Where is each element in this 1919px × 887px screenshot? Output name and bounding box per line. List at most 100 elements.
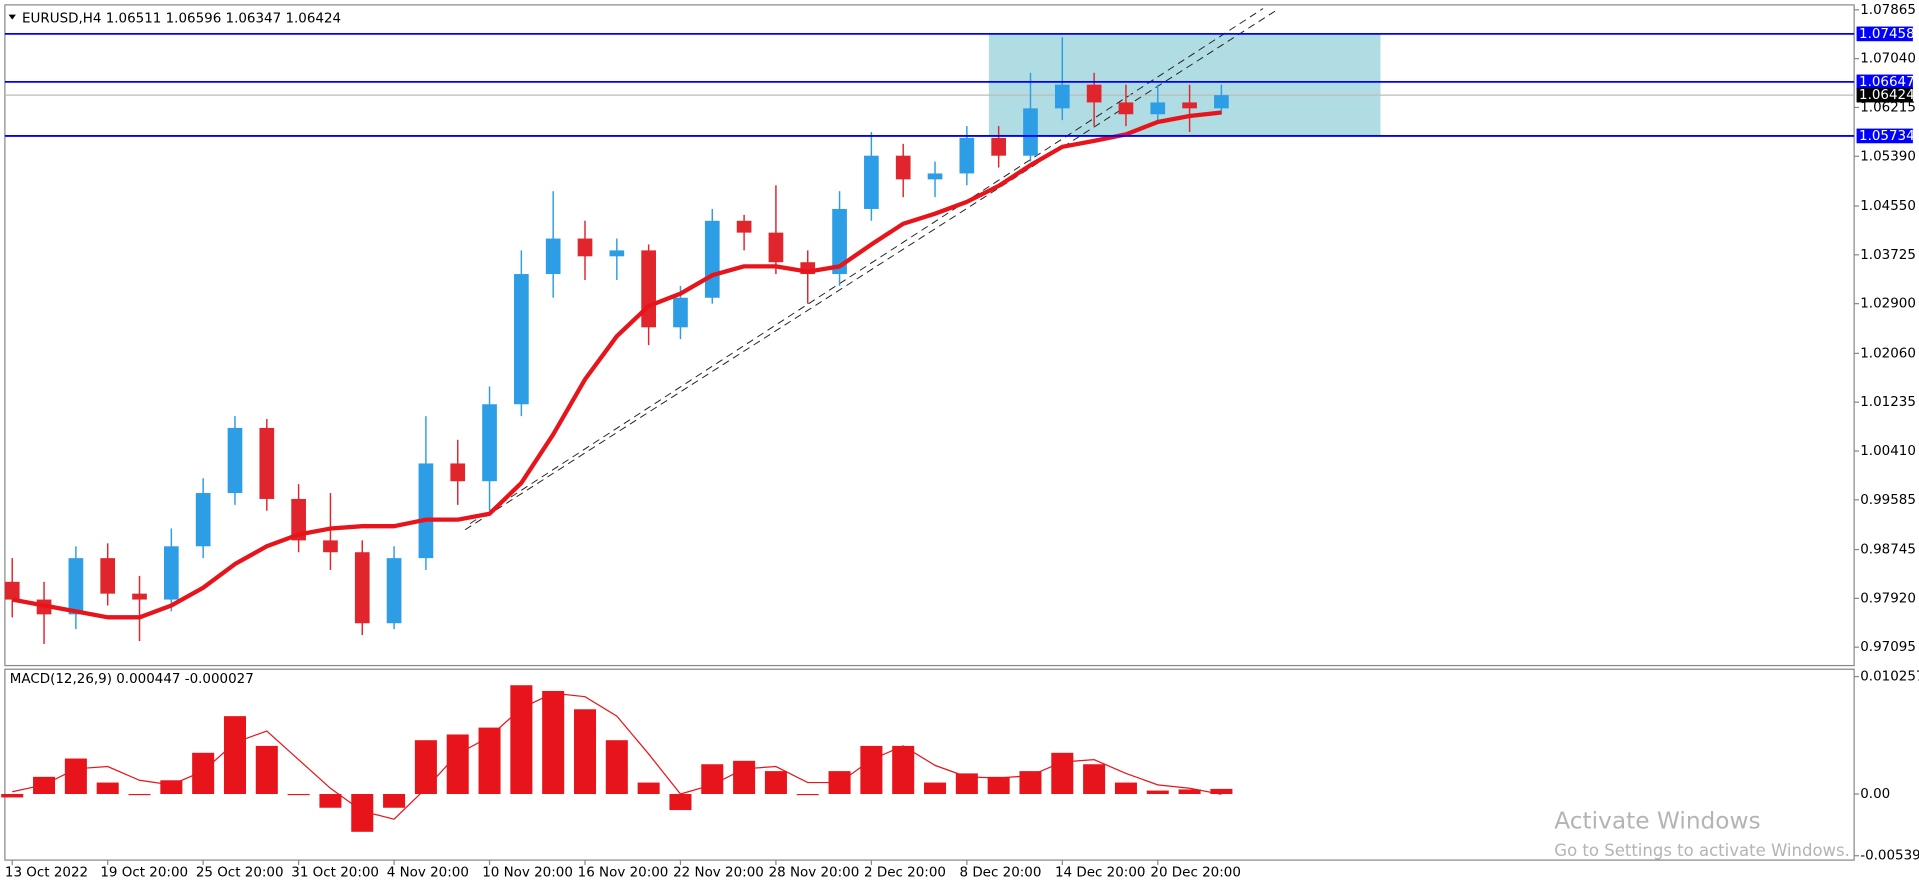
- histogram-bar: [637, 782, 660, 795]
- watermark-subtitle: Go to Settings to activate Windows.: [1554, 841, 1850, 860]
- candle-body: [450, 463, 466, 482]
- candle-body: [1023, 108, 1038, 156]
- candle-body: [832, 208, 847, 275]
- histogram-bar: [1146, 790, 1169, 795]
- y-tick-label: 0.97920: [1860, 591, 1916, 606]
- y-tick-label: 1.04550: [1860, 199, 1916, 214]
- trend-line: [469, 8, 1264, 525]
- candle-body: [641, 250, 656, 328]
- y-tick-label: 1.07040: [1860, 52, 1916, 67]
- candle-body: [4, 581, 20, 600]
- histogram-bar: [160, 780, 183, 795]
- histogram-bar: [924, 782, 947, 795]
- price-label-box: [1856, 26, 1913, 42]
- histogram-bar: [223, 716, 246, 795]
- price-label-box: [1856, 128, 1913, 144]
- current-price-label: 1.06424: [1859, 88, 1915, 103]
- candle-body: [386, 558, 402, 624]
- histogram-bar: [987, 776, 1010, 795]
- histogram-bar: [764, 771, 787, 795]
- zone: [988, 33, 1381, 136]
- macd-title: MACD(12,26,9) 0.000447 -0.000027: [10, 672, 254, 687]
- candle-body: [163, 546, 179, 600]
- y-tick-label: 1.02060: [1860, 346, 1916, 361]
- histogram-bar: [733, 760, 756, 795]
- price-label: 1.05734: [1859, 129, 1915, 144]
- histogram-bar: [1178, 789, 1201, 795]
- histogram-bar: [96, 782, 119, 795]
- signal-line: [12, 692, 1222, 820]
- y-tick-label: 0.010257: [1860, 670, 1919, 685]
- candle-body: [1150, 102, 1166, 115]
- x-tick-label: 4 Nov 20:00: [387, 865, 469, 880]
- y-tick-label: 1.06215: [1860, 100, 1916, 115]
- candle-body: [354, 552, 370, 624]
- candle-body: [864, 155, 879, 209]
- y-tick-label: 0.00: [1860, 787, 1890, 802]
- candle-body: [927, 173, 943, 180]
- histogram-bar: [1051, 752, 1074, 795]
- histogram-bar: [542, 690, 565, 795]
- histogram-bar: [701, 764, 724, 795]
- candle-body: [704, 220, 720, 298]
- histogram-bar: [414, 740, 437, 795]
- histogram-bar: [319, 794, 342, 808]
- candle-body: [545, 238, 561, 275]
- histogram-bar: [955, 773, 978, 795]
- x-tick-label: 19 Oct 20:00: [100, 865, 188, 880]
- histogram-bar: [892, 745, 915, 795]
- histogram-bar: [796, 794, 819, 796]
- price-label-box: [1856, 74, 1913, 90]
- y-tick-label: 1.01235: [1860, 395, 1916, 410]
- x-tick-label: 20 Dec 20:00: [1150, 865, 1240, 880]
- candle-body: [895, 155, 911, 180]
- candle-body: [577, 238, 593, 257]
- y-tick-label: 1.00410: [1860, 444, 1916, 459]
- histogram-bar: [128, 794, 151, 796]
- histogram-bar: [446, 734, 469, 795]
- x-tick-label: 8 Dec 20:00: [960, 865, 1042, 880]
- histogram-bar: [192, 752, 215, 795]
- candle-body: [418, 463, 434, 559]
- histogram-bar: [287, 794, 310, 796]
- histogram-bar: [383, 794, 406, 808]
- menu-arrow[interactable]: [8, 14, 16, 20]
- trend-line: [464, 10, 1276, 531]
- watermark-title: Activate Windows: [1554, 808, 1760, 835]
- histogram-bar: [605, 740, 628, 795]
- candle-body: [132, 593, 147, 600]
- candle-body: [227, 427, 243, 494]
- histogram-bar: [351, 794, 374, 832]
- candle-body: [1086, 84, 1102, 103]
- histogram-bar: [1, 794, 24, 798]
- zone-layer: [988, 33, 1381, 136]
- y-tick-label: 1.02900: [1860, 297, 1916, 312]
- y-tick-label: 1.05390: [1860, 149, 1916, 164]
- candle-body: [291, 498, 306, 541]
- histogram-bar: [1210, 788, 1233, 795]
- price-label: 1.06647: [1859, 75, 1915, 90]
- x-tick-label: 28 Nov 20:00: [769, 865, 860, 880]
- candle-body: [959, 137, 975, 174]
- candle-body: [991, 137, 1007, 156]
- candle-body: [768, 232, 784, 263]
- histogram-bar: [860, 745, 883, 795]
- x-tick-label: 16 Nov 20:00: [578, 865, 669, 880]
- moving-average: [11, 110, 1222, 620]
- x-tick-label: 10 Nov 20:00: [482, 865, 573, 880]
- y-tick-label: 1.03725: [1860, 248, 1916, 263]
- candle-body: [673, 297, 688, 328]
- y-tick-label: 1.07865: [1860, 3, 1916, 18]
- main-panel-frame: [4, 4, 1855, 667]
- y-tick-label: 0.98745: [1860, 543, 1916, 558]
- candle-body: [195, 493, 211, 547]
- candle-body: [100, 558, 116, 594]
- candle-body: [514, 274, 529, 405]
- histogram-bar: [1019, 771, 1042, 795]
- histogram-bar: [1083, 764, 1106, 795]
- candle-body: [736, 220, 752, 233]
- histogram-bar: [478, 727, 501, 795]
